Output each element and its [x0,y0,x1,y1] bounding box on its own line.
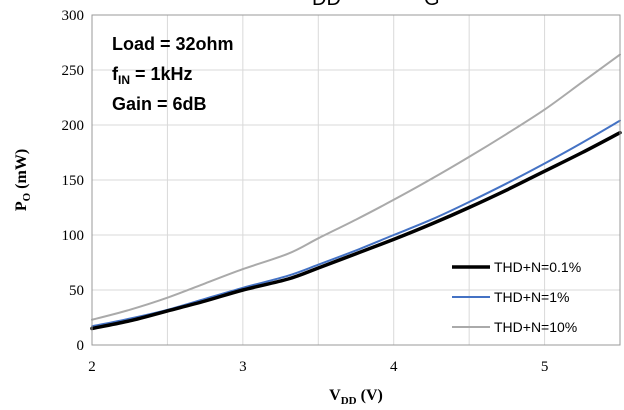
y-tick-label: 150 [62,173,85,189]
x-axis-label: VDD (V) [329,387,383,407]
plot-frame [91,14,621,346]
condition-note: Gain = 6dB [112,94,207,114]
x-tick-label: 3 [239,359,247,375]
legend-label: THD+N=10% [494,319,577,335]
series-line [90,130,622,331]
y-tick-label: 0 [77,338,85,354]
y-tick-label: 250 [62,63,85,79]
legend-label: THD+N=0.1% [494,259,581,275]
legend-label: THD+N=1% [494,289,569,305]
series-line [91,53,621,321]
x-tick-label: 4 [390,359,398,375]
title-fragment-g: G [424,0,440,10]
y-tick-labels: 0 50 100 150 200 250 300 [62,8,85,354]
condition-note: Load = 32ohm [112,34,234,54]
x-tick-labels: 2 3 4 5 [88,359,548,375]
condition-note: fIN = 1kHz [112,64,193,87]
x-tick-label: 5 [541,359,549,375]
legend: THD+N=0.1% THD+N=1% THD+N=10% [452,259,581,335]
y-tick-label: 200 [62,118,85,134]
grid-lines [91,14,621,346]
y-tick-label: 300 [62,8,85,24]
x-tick-label: 2 [88,359,96,375]
y-axis-label: PO (mW) [13,149,33,211]
y-tick-label: 50 [69,283,84,299]
chart-title-fragments: DD G [312,0,440,10]
condition-notes: Load = 32ohm fIN = 1kHz Gain = 6dB [112,34,234,114]
series-lines [90,53,622,331]
y-tick-label: 100 [62,228,85,244]
title-fragment-dd: DD [312,0,341,10]
